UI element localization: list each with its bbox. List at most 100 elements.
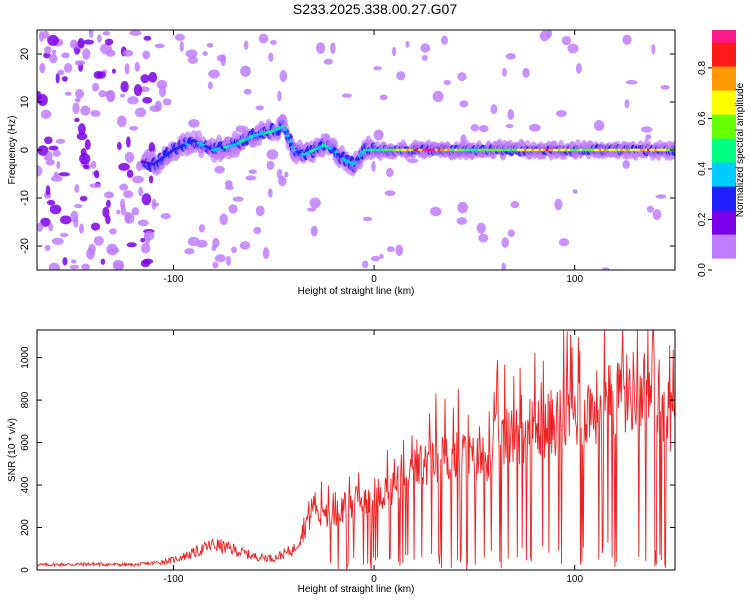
colorbar-cell xyxy=(712,50,736,53)
colorbar-cell xyxy=(712,102,736,105)
colorbar-cell xyxy=(712,176,736,179)
noise-blob xyxy=(100,258,106,265)
noise-blob xyxy=(48,145,59,151)
noise-blob xyxy=(41,30,50,39)
noise-blob xyxy=(55,73,60,84)
noise-blob xyxy=(505,53,516,60)
colorbar-cell xyxy=(712,180,736,183)
colorbar-cell xyxy=(712,64,736,67)
spectrogram-xtick-label: 100 xyxy=(566,274,583,285)
colorbar-cell xyxy=(712,220,736,223)
colorbar-cell xyxy=(712,260,736,263)
spectrogram-ylabel: Frequency (Hz) xyxy=(7,116,18,185)
noise-blob xyxy=(106,89,116,102)
colorbar-cell xyxy=(712,160,736,163)
noise-blob xyxy=(59,232,69,237)
ridge-core xyxy=(287,139,293,143)
colorbar-cell xyxy=(712,192,736,195)
noise-blob xyxy=(490,104,498,115)
colorbar-cell xyxy=(712,156,736,159)
noise-blob xyxy=(432,90,444,102)
noise-blob xyxy=(88,30,94,38)
noise-blob xyxy=(148,142,156,153)
noise-blob xyxy=(373,129,384,141)
noise-blob xyxy=(120,81,129,93)
colorbar-cell xyxy=(712,140,736,143)
colorbar-cell xyxy=(712,152,736,155)
noise-blob xyxy=(625,80,638,85)
noise-blob xyxy=(396,71,406,81)
noise-blob xyxy=(126,169,134,178)
noise-blob xyxy=(116,115,127,128)
noise-blob xyxy=(61,52,70,59)
noise-blob xyxy=(152,202,160,207)
noise-blob xyxy=(420,43,431,53)
noise-blob xyxy=(84,139,91,151)
colorbar-cell xyxy=(712,186,736,189)
noise-blob xyxy=(622,34,632,45)
colorbar-cell xyxy=(712,132,736,135)
noise-blob xyxy=(74,204,83,209)
noise-blob xyxy=(102,31,111,36)
colorbar-cell xyxy=(712,154,736,157)
snr-xtick-label: 100 xyxy=(566,574,583,585)
noise-blob xyxy=(40,109,52,120)
noise-blob xyxy=(44,244,51,251)
noise-blob xyxy=(57,69,65,76)
noise-blob xyxy=(105,199,111,208)
noise-blob xyxy=(126,242,137,248)
ridge-core xyxy=(290,145,295,149)
colorbar-cell xyxy=(712,116,736,119)
noise-blob xyxy=(94,170,100,179)
noise-blob xyxy=(216,54,227,62)
colorbar-tick-label: 0.8 xyxy=(697,61,708,75)
colorbar-cell xyxy=(712,54,736,57)
noise-blob xyxy=(160,213,172,220)
noise-blob xyxy=(622,159,630,169)
snr-ytick-label: 800 xyxy=(20,391,31,408)
colorbar-cell xyxy=(712,112,736,115)
noise-blob xyxy=(310,225,318,237)
colorbar-cell xyxy=(712,86,736,89)
noise-blob xyxy=(126,136,131,148)
colorbar-cell xyxy=(712,238,736,241)
noise-blob xyxy=(71,259,77,264)
colorbar-cell xyxy=(712,224,736,227)
noise-blob xyxy=(118,162,130,171)
noise-blob xyxy=(90,160,97,169)
noise-blob xyxy=(140,259,151,268)
colorbar-cell xyxy=(712,202,736,205)
colorbar-tick-label: 0.2 xyxy=(697,212,708,226)
noise-blob xyxy=(379,253,384,259)
noise-blob xyxy=(655,194,667,199)
noise-blob xyxy=(154,43,165,49)
noise-blob xyxy=(307,207,317,212)
spectrogram-ytick-label: -20 xyxy=(19,238,31,254)
noise-blob xyxy=(660,85,670,90)
colorbar-cell xyxy=(712,120,736,123)
noise-blob xyxy=(131,207,140,216)
snr-xtick-label: -100 xyxy=(163,574,183,585)
colorbar-cell xyxy=(712,166,736,169)
noise-blob xyxy=(198,224,206,233)
noise-blob xyxy=(134,107,147,118)
colorbar-cell xyxy=(712,226,736,229)
noise-blob xyxy=(156,79,168,90)
noise-blob xyxy=(640,126,653,133)
colorbar-cell xyxy=(712,94,736,97)
noise-blob xyxy=(138,186,143,197)
noise-blob xyxy=(137,219,149,227)
noise-blob xyxy=(245,175,257,181)
noise-blob xyxy=(97,34,102,43)
colorbar-cell xyxy=(712,128,736,131)
colorbar-cell xyxy=(712,82,736,85)
noise-blob xyxy=(253,226,262,234)
ridge-core xyxy=(336,152,341,156)
noise-blob xyxy=(148,175,154,184)
snr-ytick-label: 400 xyxy=(20,476,31,493)
noise-blob xyxy=(341,93,353,98)
noise-blob xyxy=(43,52,51,59)
noise-blob xyxy=(132,175,144,184)
snr-ytick-label: 0 xyxy=(20,567,31,573)
noise-blob xyxy=(443,80,452,85)
